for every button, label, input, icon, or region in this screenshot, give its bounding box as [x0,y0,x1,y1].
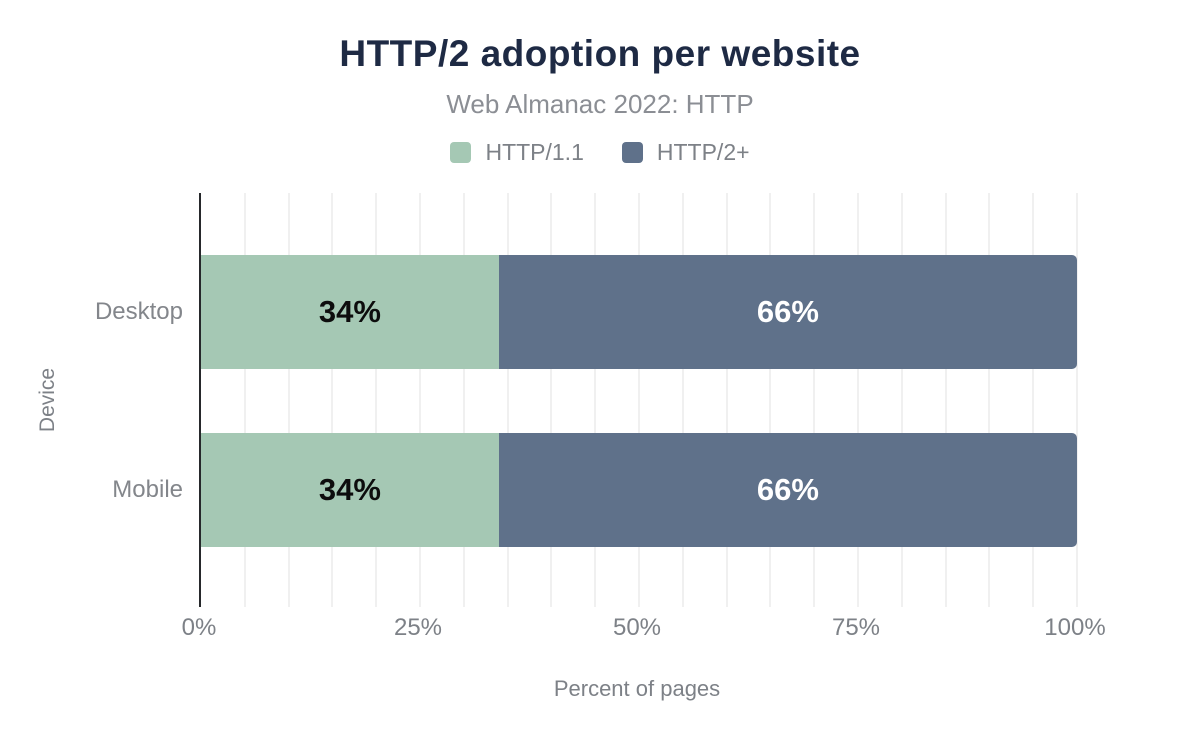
bar-segment-mobile-http2[interactable]: 66% [498,433,1077,547]
bar-value-label: 66% [756,472,819,507]
gridline [375,193,378,607]
gridline [944,193,947,607]
x-tick-100: 100% [1044,614,1106,641]
gridline [550,193,553,607]
x-tick-75: 75% [831,614,881,641]
gridline [243,193,246,607]
bar-segment-desktop-http11[interactable]: 34% [201,255,499,369]
legend-item-http2[interactable]: HTTP/2+ [621,139,750,166]
bar-segment-mobile-http11[interactable]: 34% [201,433,499,547]
chart-subtitle: Web Almanac 2022: HTTP [446,89,754,119]
chart-title: HTTP/2 adoption per website [339,33,861,74]
category-label-desktop: Desktop [94,298,183,325]
bar-row-mobile: 34% 66% [201,433,1077,547]
gridline [813,193,816,607]
bar-row-desktop: 34% 66% [201,255,1077,369]
category-label-mobile: Mobile [112,476,183,503]
x-axis-title: Percent of pages [553,676,721,701]
gridline [287,193,290,607]
legend-label: HTTP/2+ [656,139,750,165]
bar-value-label: 66% [756,294,819,329]
legend-swatch-http11 [450,142,472,163]
gridline [1076,193,1078,607]
gridline [462,193,465,607]
gridline [857,193,859,607]
y-axis-labels: Desktop Mobile [0,193,183,607]
gridline [419,193,421,607]
bar-value-label: 34% [318,472,381,507]
x-tick-0: 0% [181,614,217,641]
x-tick-50: 50% [612,614,662,641]
legend-item-http11[interactable]: HTTP/1.1 [450,139,584,166]
gridline [681,193,684,607]
x-tick-25: 25% [393,614,443,641]
gridline [594,193,597,607]
gridline [769,193,772,607]
legend-swatch-http2 [621,142,643,163]
gridline [988,193,991,607]
gridline [638,193,640,607]
legend: HTTP/1.1 HTTP/2+ [0,139,1200,166]
gridline [900,193,903,607]
gridline [506,193,509,607]
gridline [331,193,334,607]
legend-label: HTTP/1.1 [485,139,584,165]
bar-segment-desktop-http2[interactable]: 66% [498,255,1077,369]
plot-area: 34% 66% 34% 66% [199,193,1078,607]
x-axis-ticks: 0% 25% 50% 75% 100% [182,614,1106,646]
bar-value-label: 34% [318,294,381,329]
gridline [725,193,728,607]
gridline [1032,193,1035,607]
